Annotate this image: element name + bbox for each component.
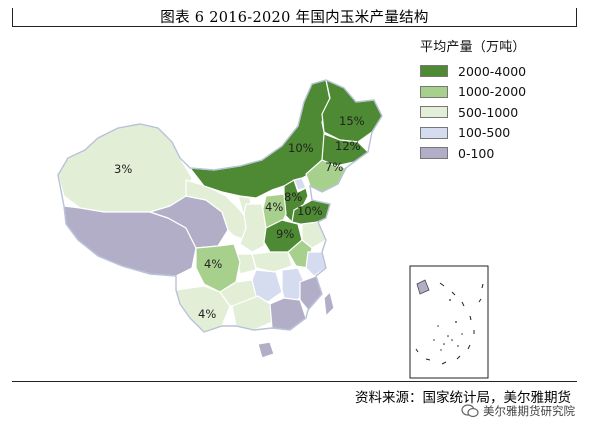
legend-label: 100-500 <box>458 125 511 141</box>
label-heilongjiang: 15% <box>339 114 365 128</box>
label-shandong: 10% <box>297 204 323 218</box>
region-shaanxi <box>239 203 267 253</box>
bottom-rule <box>12 381 577 382</box>
legend-swatch <box>420 65 448 78</box>
south-china-sea-inset <box>409 265 489 379</box>
legend-title: 平均产量（万吨） <box>420 40 526 55</box>
wechat-icon <box>461 404 479 418</box>
legend-label: 2000-4000 <box>458 63 527 79</box>
legend-rows: 2000-4000 1000-2000 500-1000 100-500 0-100 <box>420 61 526 164</box>
label-liaoning: 7% <box>325 160 343 174</box>
legend-item: 1000-2000 <box>420 82 526 103</box>
figure-title: 图表 6 2016-2020 年国内玉米产量结构 <box>160 10 429 26</box>
region-fujian <box>299 275 323 311</box>
top-rule <box>12 26 577 27</box>
legend-item: 0-100 <box>420 143 526 164</box>
label-inner-mongolia: 10% <box>288 141 314 155</box>
label-yunnan: 4% <box>198 307 216 321</box>
label-hebei: 8% <box>284 190 302 204</box>
region-jiangsu <box>301 221 327 249</box>
legend-swatch <box>420 85 448 98</box>
label-sichuan: 4% <box>204 257 222 271</box>
inset-islands <box>433 299 463 351</box>
region-hebei <box>283 179 309 223</box>
region-guangdong <box>269 297 307 331</box>
legend-label: 500-1000 <box>458 104 519 120</box>
source-note: 资料来源：国家统计局，美尔雅期货 <box>355 390 571 406</box>
label-jilin: 12% <box>335 139 361 153</box>
region-heilongjiang <box>321 79 383 143</box>
inset-dash-line <box>415 282 484 365</box>
left-tick <box>12 8 13 26</box>
legend-swatch <box>420 126 448 139</box>
region-taiwan <box>323 291 335 317</box>
region-gansu <box>185 179 253 241</box>
legend-item: 500-1000 <box>420 102 526 123</box>
label-henan: 9% <box>276 227 294 241</box>
legend-swatch <box>420 106 448 119</box>
legend-item: 2000-4000 <box>420 61 526 82</box>
watermark: 美尔雅期货研究院 <box>461 403 575 419</box>
right-tick <box>576 8 577 26</box>
label-shanxi: 4% <box>265 200 283 214</box>
legend-label: 1000-2000 <box>458 84 527 100</box>
legend-swatch <box>420 147 448 160</box>
watermark-text: 美尔雅期货研究院 <box>483 404 575 418</box>
region-hainan <box>257 341 275 359</box>
legend: 平均产量（万吨） 2000-4000 1000-2000 500-1000 100-5… <box>420 36 526 164</box>
national-border <box>57 79 383 333</box>
legend-label: 0-100 <box>458 145 495 161</box>
label-xinjiang: 3% <box>114 162 132 176</box>
inset-hainan <box>416 279 430 295</box>
legend-item: 100-500 <box>420 123 526 144</box>
